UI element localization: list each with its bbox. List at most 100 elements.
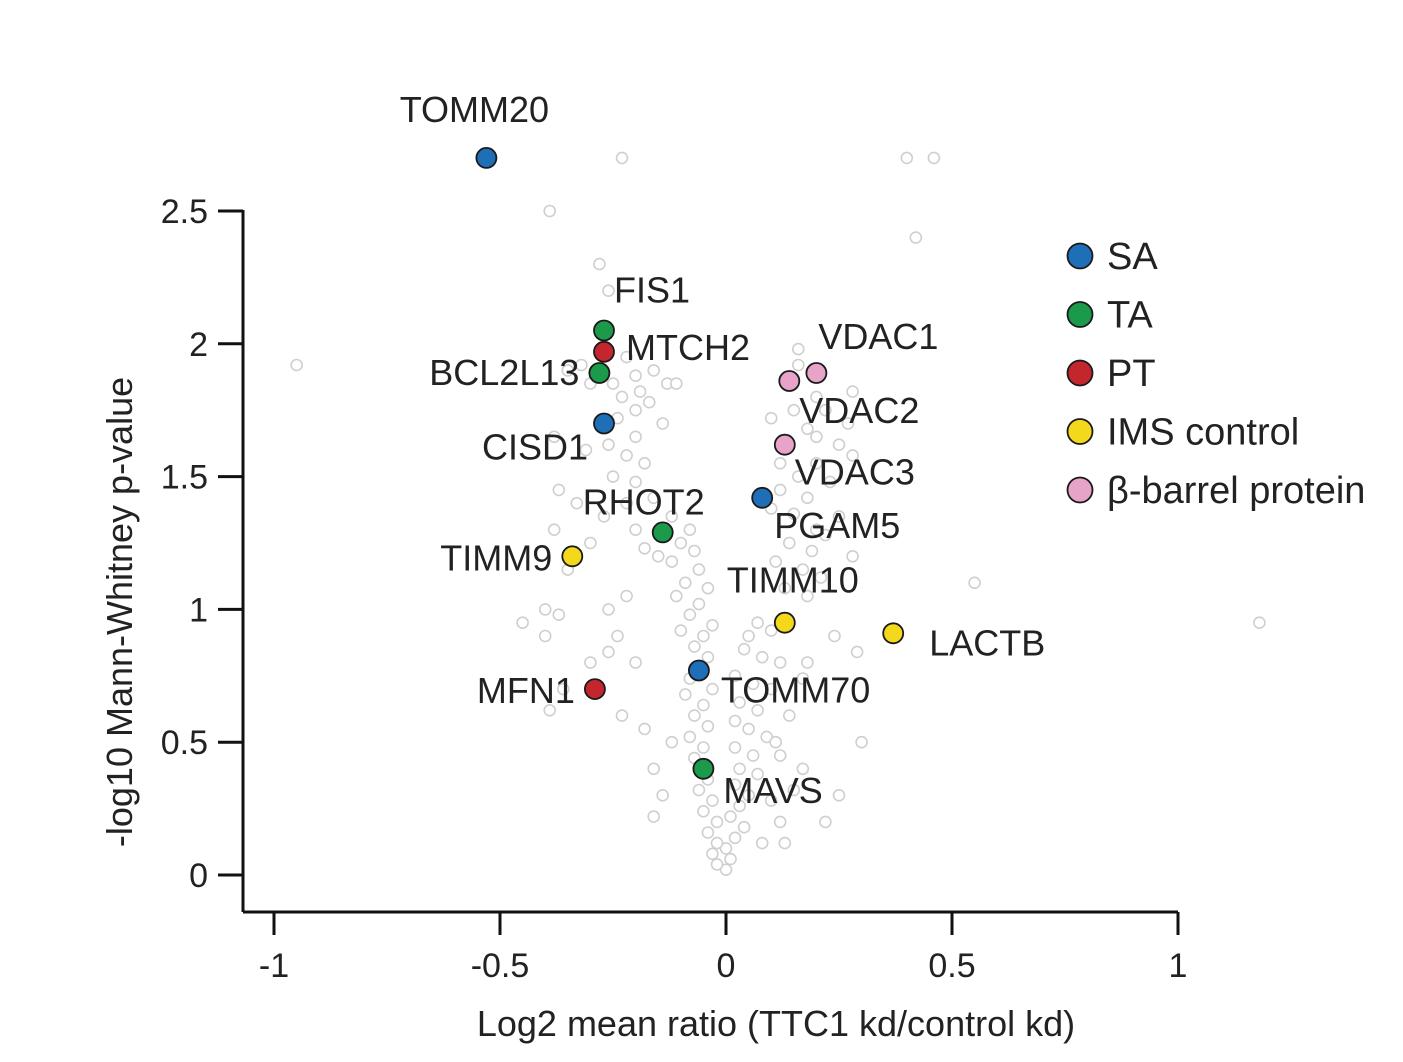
background-point: [737, 820, 751, 834]
background-point: [701, 719, 715, 733]
y-tick-label: 1: [189, 591, 208, 629]
background-point: [728, 778, 742, 792]
background-point: [629, 523, 642, 537]
background-point: [620, 496, 633, 510]
background-point: [710, 815, 724, 829]
x-tick-label: 0.5: [928, 947, 975, 985]
background-point: [791, 470, 805, 483]
background-point: [706, 847, 719, 861]
background-point: [900, 151, 914, 165]
x-tick-label: 1: [1169, 947, 1188, 985]
background-point: [678, 688, 692, 701]
gene-label-rhot2: RHOT2: [583, 481, 705, 522]
background-point: [543, 204, 557, 218]
background-point: [760, 730, 774, 744]
gene-label-fis1: FIS1: [614, 270, 690, 311]
background-point: [584, 656, 597, 669]
background-point: [629, 475, 642, 489]
gene-labels-layer: TOMM20 CISD1 PGAM5 TOMM70 FIS1 BCL2L13 RHOT2 MA…: [400, 89, 1046, 811]
background-point: [746, 749, 760, 762]
background-point: [688, 709, 701, 722]
gene-point-fis1: [593, 319, 615, 342]
background-point: [516, 616, 529, 630]
background-point: [742, 788, 755, 802]
axes: [241, 210, 1178, 914]
background-point: [787, 403, 801, 417]
background-point: [692, 597, 706, 611]
legend-marker: [1066, 418, 1094, 445]
background-point: [764, 682, 778, 696]
gene-label-pgam5: PGAM5: [774, 505, 900, 546]
background-point: [620, 350, 633, 364]
background-point: [629, 403, 642, 417]
background-point: [669, 589, 683, 603]
background-point: [642, 395, 656, 409]
background-point: [819, 528, 832, 542]
legend-label: β-barrel protein: [1107, 470, 1365, 512]
background-point: [584, 536, 597, 550]
background-point: [629, 430, 642, 444]
legend-marker: [1066, 301, 1094, 328]
background-point: [638, 541, 651, 555]
background-point: [927, 151, 941, 165]
background-point: [674, 624, 688, 637]
background-point: [778, 581, 792, 595]
background-point: [724, 852, 737, 866]
background-point: [733, 799, 746, 813]
background-point: [841, 417, 855, 430]
background-point: [697, 741, 710, 754]
background-point: [764, 624, 778, 637]
y-tick-label: 2.5: [161, 193, 208, 231]
background-point: [846, 549, 859, 563]
background-point: [828, 629, 841, 643]
background-point: [791, 342, 805, 356]
background-point: [823, 475, 837, 489]
background-point: [556, 682, 570, 696]
gene-point-mfn1: [584, 678, 606, 700]
background-point: [791, 358, 805, 372]
gene-point-rhot2: [651, 521, 674, 544]
background-point: [773, 456, 787, 470]
background-point: [290, 358, 303, 372]
gene-label-mfn1: MFN1: [477, 670, 575, 711]
background-point: [1253, 616, 1266, 630]
background-point: [606, 470, 620, 483]
background-point: [697, 804, 710, 818]
background-point: [706, 794, 719, 807]
gene-label-timm9: TIMM9: [440, 537, 552, 578]
background-point: [570, 496, 584, 510]
background-point: [764, 794, 778, 807]
background-point: [665, 510, 679, 523]
background-point: [773, 483, 787, 497]
gene-point-cisd1: [593, 412, 615, 435]
background-point: [755, 650, 769, 664]
background-point: [656, 788, 670, 802]
gene-label-mtch2: MTCH2: [626, 327, 750, 368]
background-point: [706, 618, 719, 632]
gene-point-mtch2: [593, 340, 615, 363]
background-point: [751, 767, 764, 781]
background-point: [819, 403, 832, 417]
background-point: [909, 231, 923, 244]
background-point: [773, 656, 787, 669]
background-point: [602, 645, 615, 659]
background-point: [846, 385, 859, 398]
background-point: [633, 385, 647, 398]
background-point: [656, 417, 670, 430]
legend-marker: [1066, 359, 1094, 387]
x-tick-label: 0: [717, 947, 736, 985]
background-point: [796, 762, 810, 776]
background-point: [810, 456, 823, 470]
background-point: [733, 696, 746, 709]
background-point: [810, 523, 823, 537]
background-point: [547, 430, 561, 444]
background-point: [769, 735, 783, 749]
background-point: [579, 443, 593, 457]
background-point: [796, 672, 810, 685]
background-point: [638, 456, 651, 470]
y-tick-label: 0.5: [161, 724, 208, 762]
background-point: [796, 563, 810, 576]
background-point: [701, 650, 715, 664]
background-point: [697, 698, 710, 712]
